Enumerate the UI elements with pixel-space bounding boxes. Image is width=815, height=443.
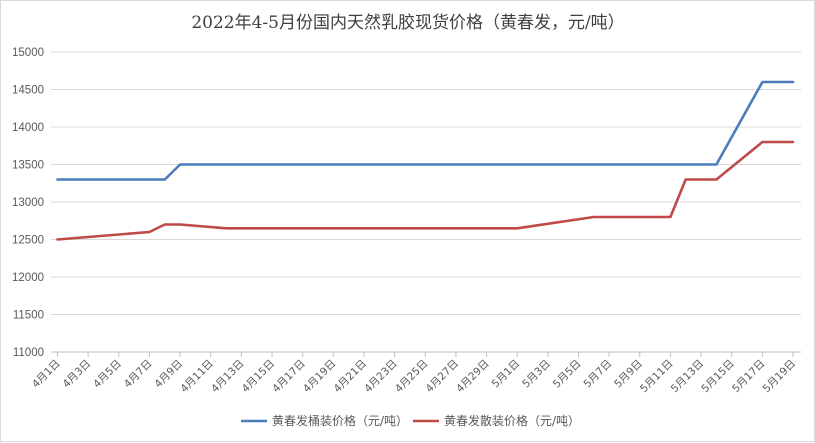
x-tick-label: 5月3日 (520, 358, 553, 391)
y-tick-label: 15000 (12, 47, 44, 59)
x-tick-label: 4月1日 (30, 358, 63, 391)
x-tick-label: 4月13日 (209, 358, 247, 396)
legend: 黄春发桶装价格（元/吨） 黄春发散装价格（元/吨） (241, 413, 580, 428)
x-tick-label: 5月13日 (669, 358, 707, 396)
y-tick-label: 13500 (12, 160, 44, 172)
x-tick-label: 4月15日 (240, 358, 278, 396)
x-tick-label: 5月7日 (581, 358, 614, 391)
x-tick-label: 4月29日 (454, 358, 492, 396)
x-tick-label: 4月17日 (270, 358, 308, 396)
y-axis-ticks: 11000 11500 12000 12500 13000 13500 14000 14500… (12, 47, 44, 359)
y-tick-label: 11000 (13, 347, 44, 359)
x-tick-label: 5月19日 (761, 358, 799, 396)
x-tick-label: 5月15日 (699, 358, 737, 396)
legend-label: 黄春发散装价格（元/吨） (444, 413, 580, 428)
y-tick-label: 11500 (13, 310, 44, 322)
x-tick-label: 5月17日 (730, 358, 768, 396)
y-tick-label: 13000 (12, 197, 44, 209)
gridlines (51, 51, 801, 353)
x-tick-label: 5月1日 (490, 358, 523, 391)
legend-label: 黄春发桶装价格（元/吨） (272, 413, 408, 428)
series-lines (56, 80, 795, 241)
x-tick-label: 4月19日 (301, 358, 339, 396)
x-tick-label: 4月5日 (91, 358, 124, 391)
x-tick-label: 4月23日 (362, 358, 400, 396)
chart-title: 2022年4-5月份国内天然乳胶现货价格（黄春发，元/吨） (191, 13, 624, 33)
series-line-1 (56, 80, 795, 181)
y-tick-label: 12000 (12, 272, 44, 284)
y-tick-label: 14500 (12, 85, 44, 97)
x-tick-label: 4月21日 (332, 358, 370, 396)
x-tick-label: 4月25日 (393, 358, 431, 396)
y-tick-label: 12500 (12, 235, 44, 247)
x-axis-ticks: 4月1日4月3日4月5日4月7日4月9日4月11日4月13日4月15日4月17日… (30, 352, 798, 395)
x-tick-label: 5月11日 (638, 358, 676, 396)
x-tick-label: 4月11日 (178, 358, 216, 396)
x-tick-label: 4月7日 (122, 358, 155, 391)
x-tick-label: 4月3日 (60, 358, 93, 391)
series-line-2 (56, 140, 795, 241)
x-tick-label: 5月5日 (551, 358, 584, 391)
y-tick-label: 14000 (12, 122, 44, 134)
x-tick-label: 4月27日 (424, 358, 462, 396)
